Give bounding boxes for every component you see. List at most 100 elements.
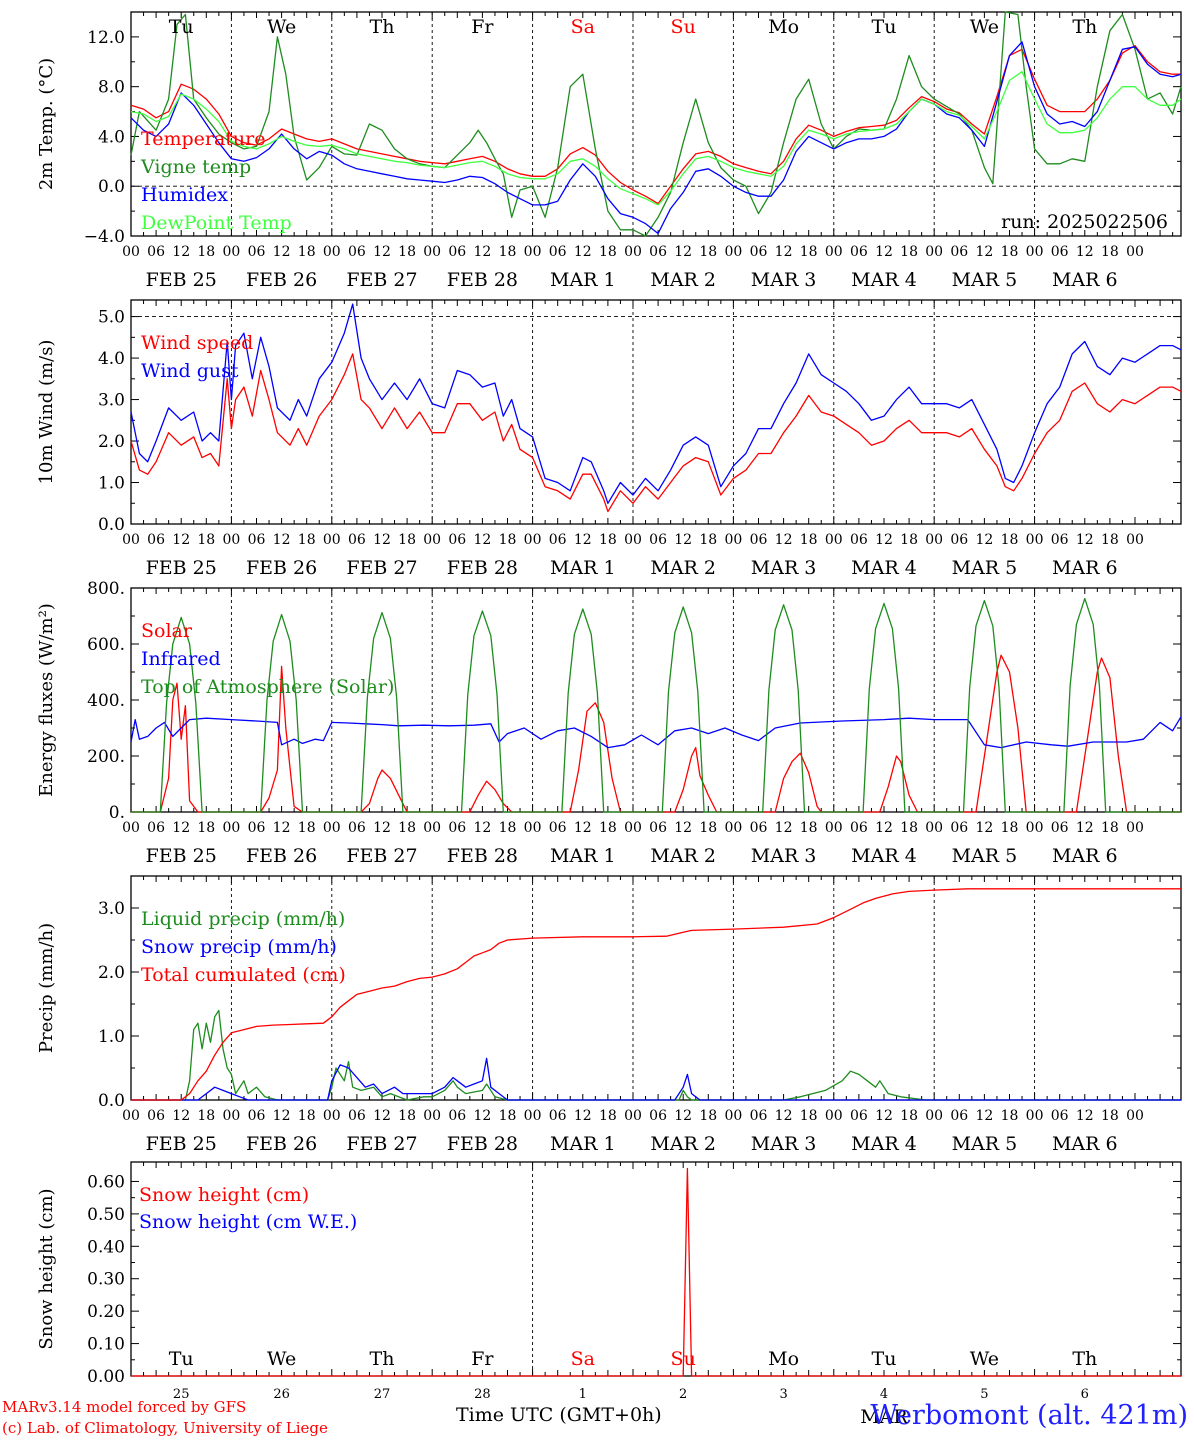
x-hour-label: 12 bbox=[875, 1108, 893, 1124]
x-hour-label: 12 bbox=[574, 820, 592, 836]
x-hour-label: 12 bbox=[674, 244, 692, 260]
x-hour-label: 06 bbox=[549, 1108, 567, 1124]
y-tick-label: 1.0 bbox=[98, 1027, 125, 1047]
legend-entry: Total cumulated (cm) bbox=[141, 964, 346, 986]
series-line bbox=[131, 1009, 1181, 1101]
x-date-label: FEB 25 bbox=[146, 557, 217, 579]
x-date-label: MAR 2 bbox=[650, 557, 716, 579]
x-date-label: MAR 3 bbox=[751, 557, 817, 579]
x-hour-label: 18 bbox=[1101, 532, 1119, 548]
x-hour-label: 00 bbox=[423, 244, 441, 260]
x-hour-label: 12 bbox=[172, 1108, 190, 1124]
x-hour-label: 18 bbox=[398, 532, 416, 548]
x-hour-label: 18 bbox=[599, 1108, 617, 1124]
x-hour-label: 00 bbox=[323, 820, 341, 836]
x-hour-label: 06 bbox=[248, 1108, 266, 1124]
x-hour-label: 18 bbox=[298, 1108, 316, 1124]
y-tick-label: 4.0 bbox=[98, 127, 125, 147]
x-hour-label: 00 bbox=[524, 1108, 542, 1124]
legend-entry: Humidex bbox=[141, 184, 228, 206]
x-hour-label: 12 bbox=[473, 1108, 491, 1124]
x-hour-label: 12 bbox=[775, 1108, 793, 1124]
y-tick-label: 2.0 bbox=[98, 963, 125, 983]
x-hour-label: 06 bbox=[950, 820, 968, 836]
x-hour-label: 00 bbox=[323, 244, 341, 260]
x-date-label: MAR 4 bbox=[851, 557, 917, 579]
x-date-label: MAR 6 bbox=[1052, 845, 1118, 867]
x-hour-label: 06 bbox=[950, 1108, 968, 1124]
x-date-label: MAR 4 bbox=[851, 269, 917, 291]
x-hour-label: 00 bbox=[724, 820, 742, 836]
x-date-label: MAR 1 bbox=[550, 845, 616, 867]
x-hour-label: 06 bbox=[850, 1108, 868, 1124]
legend-entry: Top of Atmosphere (Solar) bbox=[141, 676, 394, 698]
series-line bbox=[130, 71, 1182, 206]
x-hour-label: 12 bbox=[674, 532, 692, 548]
x-hour-label: 06 bbox=[1051, 244, 1069, 260]
x-date-label: MAR 5 bbox=[952, 269, 1018, 291]
x-date-label: FEB 26 bbox=[246, 1133, 317, 1155]
x-hour-label: 18 bbox=[298, 244, 316, 260]
day-name-label: Tu bbox=[169, 16, 194, 38]
x-hour-label: 18 bbox=[699, 820, 717, 836]
x-hour-label: 12 bbox=[574, 1108, 592, 1124]
x-hour-label: 06 bbox=[750, 1108, 768, 1124]
y-tick-label: 400. bbox=[87, 691, 125, 711]
day-name-label: Sa bbox=[571, 1348, 595, 1370]
x-hour-label: 00 bbox=[825, 532, 843, 548]
x-hour-label: 06 bbox=[850, 244, 868, 260]
x-date-label: FEB 25 bbox=[146, 1133, 217, 1155]
legend-entry: Infrared bbox=[141, 648, 221, 670]
day-name-label: We bbox=[267, 16, 296, 38]
x-hour-label: 12 bbox=[1076, 820, 1094, 836]
model-credit: MARv3.14 model forced by GFS bbox=[2, 1398, 247, 1416]
x-hour-label: 12 bbox=[172, 532, 190, 548]
x-hour-label: 18 bbox=[1001, 532, 1019, 548]
x-hour-label: 00 bbox=[624, 244, 642, 260]
legend-entry: Snow precip (mm/h) bbox=[141, 936, 337, 958]
x-hour-label: 06 bbox=[248, 532, 266, 548]
x-hour-label: 12 bbox=[172, 820, 190, 836]
x-hour-label: 18 bbox=[197, 244, 215, 260]
x-date-label: FEB 28 bbox=[447, 1133, 518, 1155]
y-tick-label: −4.0 bbox=[84, 227, 125, 247]
x-hour-label: 06 bbox=[649, 532, 667, 548]
x-hour-label: 00 bbox=[323, 1108, 341, 1124]
x-date-label: FEB 27 bbox=[346, 557, 417, 579]
x-hour-label: 18 bbox=[398, 244, 416, 260]
x-hour-label: 00 bbox=[825, 1108, 843, 1124]
x-date-label: MAR 2 bbox=[650, 269, 716, 291]
x-date-label: FEB 26 bbox=[246, 269, 317, 291]
x-hour-label: 00 bbox=[724, 532, 742, 548]
x-hour-label: 06 bbox=[750, 244, 768, 260]
plot-frame bbox=[130, 11, 1182, 237]
day-name-label: Tu bbox=[872, 1348, 897, 1370]
x-hour-label: 12 bbox=[1076, 244, 1094, 260]
x-hour-label: 00 bbox=[423, 820, 441, 836]
x-hour-label: 18 bbox=[699, 244, 717, 260]
legend-entry: Solar bbox=[141, 620, 193, 642]
y-tick-label: 4.0 bbox=[98, 349, 125, 369]
x-hour-label: 18 bbox=[197, 820, 215, 836]
x-hour-label: 12 bbox=[273, 532, 291, 548]
y-tick-label: 0.0 bbox=[98, 177, 125, 197]
day-name-label: Su bbox=[671, 1348, 696, 1370]
x-date-label: MAR 4 bbox=[851, 845, 917, 867]
x-hour-label: 18 bbox=[800, 1108, 818, 1124]
y-tick-label: 200. bbox=[87, 747, 125, 767]
x-hour-label: 00 bbox=[122, 244, 140, 260]
day-name-label: Th bbox=[370, 16, 395, 38]
legend-entry: Snow height (cm W.E.) bbox=[139, 1211, 357, 1233]
x-hour-label: 06 bbox=[649, 1108, 667, 1124]
time-axis-label: Time UTC (GMT+0h) bbox=[456, 1404, 662, 1426]
x-hour-label: 12 bbox=[1076, 1108, 1094, 1124]
day-number-label: 28 bbox=[474, 1387, 491, 1402]
x-hour-label: 18 bbox=[1001, 244, 1019, 260]
y-tick-label: 0.30 bbox=[87, 1270, 125, 1290]
lab-credit: (c) Lab. of Climatology, University of L… bbox=[2, 1419, 328, 1437]
legend-entry: Liquid precip (mm/h) bbox=[141, 908, 345, 930]
x-hour-label: 12 bbox=[975, 532, 993, 548]
x-hour-label: 12 bbox=[273, 820, 291, 836]
series-line bbox=[130, 44, 1181, 205]
